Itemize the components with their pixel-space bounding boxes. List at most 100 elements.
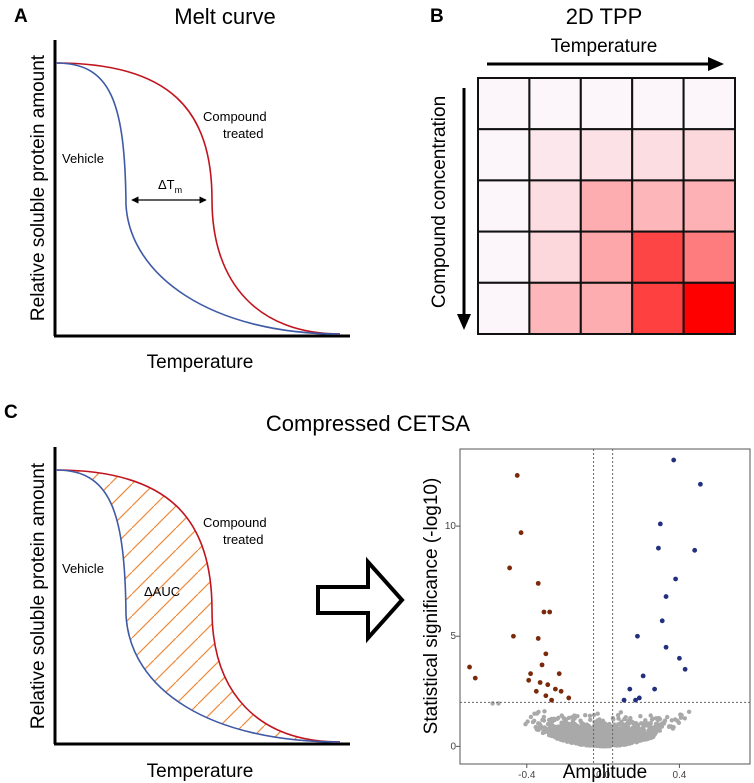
heatmap-grid <box>477 77 736 335</box>
panel-c-y-label: Relative soluble protein amount <box>28 462 49 729</box>
panel-c: C Compressed CETSA Vehicle Compound trea… <box>4 402 470 782</box>
heatmap-cell <box>682 281 736 335</box>
x-tick-label: 0.0 <box>596 770 610 781</box>
heatmap-cell <box>528 230 582 284</box>
nonsignificant-point <box>603 721 608 726</box>
nonsignificant-point <box>556 715 561 720</box>
nonsignificant-point <box>616 743 622 748</box>
nonsignificant-point <box>597 736 603 742</box>
nonsignificant-point <box>523 722 528 727</box>
nonsignificant-point <box>587 713 593 718</box>
panel-c-x-label: Temperature <box>147 761 254 782</box>
panel-a-x-label: Temperature <box>147 352 254 373</box>
temperature-arrow-label: Temperature <box>551 36 658 57</box>
heatmap-cell <box>477 230 531 284</box>
compound-label-line2: treated <box>223 532 263 547</box>
significant-positive-point <box>671 457 677 463</box>
nonsignificant-point <box>588 743 593 748</box>
nonsignificant-point <box>595 723 600 729</box>
nonsignificant-point <box>578 741 584 746</box>
nonsignificant-point <box>634 721 639 726</box>
significant-negative-point <box>528 671 533 677</box>
significant-negative-point <box>511 633 516 639</box>
nonsignificant-point <box>581 728 587 733</box>
nonsignificant-point <box>628 737 633 742</box>
nonsignificant-point <box>591 712 597 718</box>
nonsignificant-point <box>602 732 607 737</box>
heatmap-cell <box>631 179 685 233</box>
significant-negative-point <box>514 473 520 478</box>
heatmap-cell <box>682 179 736 233</box>
significant-positive-point <box>682 666 688 672</box>
heatmap-cell <box>631 77 685 131</box>
significant-negative-point <box>539 662 545 668</box>
nonsignificant-point <box>647 724 652 729</box>
nonsignificant-point <box>588 717 593 722</box>
compound-label-line1: Compound <box>203 515 267 530</box>
nonsignificant-point <box>665 714 670 720</box>
nonsignificant-point <box>563 718 568 723</box>
significant-negative-point <box>545 682 551 688</box>
nonsignificant-point <box>549 716 554 722</box>
heatmap-cell <box>477 179 531 233</box>
nonsignificant-point <box>553 727 558 732</box>
heatmap-cell <box>528 128 582 182</box>
vehicle-curve <box>55 62 341 335</box>
nonsignificant-point <box>540 717 545 723</box>
nonsignificant-point <box>635 739 640 745</box>
nonsignificant-point <box>593 733 598 739</box>
right-arrow-icon <box>316 556 405 644</box>
volcano-y-label: Statistical significance (-log10) <box>421 478 442 735</box>
nonsignificant-point <box>625 733 630 738</box>
nonsignificant-point <box>618 729 624 734</box>
nonsignificant-point <box>558 737 563 742</box>
heatmap-cell <box>579 77 634 131</box>
nonsignificant-point <box>562 722 567 728</box>
significant-positive-point <box>657 521 663 527</box>
significant-positive-point <box>663 644 669 650</box>
compound-label-line1: Compound <box>203 109 267 124</box>
volcano-plot-frame <box>459 448 751 765</box>
compound-treated-curve <box>55 62 341 335</box>
panel-a-letter: A <box>14 6 28 27</box>
heatmap-cell <box>477 77 531 131</box>
significant-negative-point <box>535 580 541 586</box>
significant-positive-point <box>621 697 627 703</box>
nonsignificant-point <box>652 732 657 737</box>
significant-points <box>467 457 703 703</box>
nonsignificant-point <box>648 713 653 718</box>
nonsignificant-point <box>606 734 612 739</box>
significant-negative-point <box>507 565 513 571</box>
nonsignificant-point <box>638 714 643 719</box>
nonsignificant-point <box>530 719 536 725</box>
significant-positive-point <box>697 481 703 487</box>
nonsignificant-point <box>606 730 612 735</box>
nonsignificant-point <box>636 736 641 741</box>
volcano-ticks: -0.4 0.0 0.4 0 5 10 <box>445 521 687 781</box>
nonsignificant-point <box>584 736 590 741</box>
heatmap-cell <box>579 128 634 182</box>
nonsignificant-point <box>633 731 638 737</box>
heatmap-cell <box>528 179 582 233</box>
nonsignificant-point <box>586 732 592 737</box>
nonsignificant-point <box>678 715 684 720</box>
nonsignificant-point <box>611 717 616 722</box>
nonsignificant-point <box>595 711 600 716</box>
y-tick-label: 0 <box>450 741 456 752</box>
nonsignificant-point <box>635 726 640 731</box>
nonsignificant-point <box>650 716 655 721</box>
nonsignificant-point <box>661 721 667 726</box>
significant-positive-point <box>633 697 638 703</box>
panel-b-title: 2D TPP <box>566 4 643 29</box>
significant-negative-point <box>552 686 558 692</box>
y-tick-label: 5 <box>450 631 456 642</box>
nonsignificant-point <box>572 737 577 742</box>
nonsignificant-point <box>571 725 576 730</box>
delta-auc-area <box>56 470 340 742</box>
significant-negative-point <box>533 688 539 694</box>
significant-positive-point <box>635 633 640 639</box>
nonsignificant-point <box>562 737 567 742</box>
compound-treated-curve <box>55 469 341 743</box>
nonsignificant-point <box>682 716 687 721</box>
significant-negative-point <box>518 530 524 536</box>
